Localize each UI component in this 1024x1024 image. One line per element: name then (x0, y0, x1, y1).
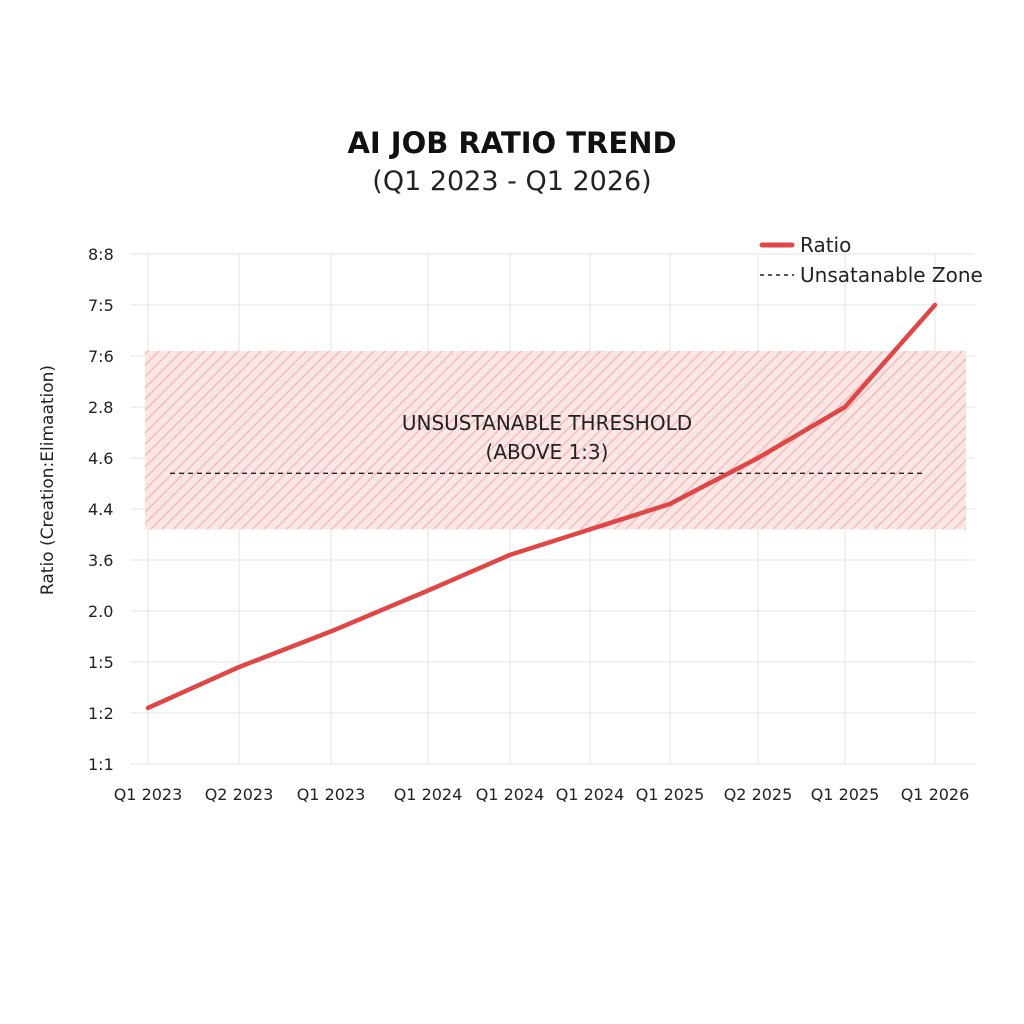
x-tick-label: Q1 2024 (476, 785, 545, 804)
y-tick-label: 7:6 (88, 347, 114, 366)
data-point (425, 588, 431, 593)
legend-label: Ratio (800, 233, 851, 257)
chart-title: AI JOB RATIO TREND (347, 126, 677, 160)
x-tick-label: Q1 2023 (297, 785, 366, 804)
data-point (145, 705, 151, 711)
y-tick-label: 1:5 (88, 653, 114, 672)
zone-band (145, 350, 966, 530)
series-line-ratio (145, 302, 938, 711)
y-tick-label: 4.6 (88, 449, 113, 468)
y-tick-label: 3.6 (88, 551, 113, 570)
data-point (932, 302, 938, 308)
x-tick-label: Q1 2023 (114, 785, 183, 804)
y-tick-label: 1:2 (88, 704, 114, 723)
x-tick-label: Q1 2026 (901, 785, 970, 804)
data-point (755, 455, 761, 461)
x-tick-label: Q1 2024 (394, 785, 463, 804)
y-tick-label: 4.4 (88, 500, 113, 519)
x-tick-label: Q1 2024 (556, 785, 625, 804)
x-tick-label: Q2 2023 (205, 785, 274, 804)
axis-labels: 1:1 1:2 1:5 2.0 3.6 4.4 4.6 2.8 7:6 7:5 8:8 Q1 2023… (38, 245, 969, 804)
x-tick-label: Q1 2025 (811, 785, 880, 804)
data-point (587, 527, 593, 532)
y-tick-label: 2.0 (88, 602, 113, 621)
unsustainable-zone: UNSUSTANABLE THRESHOLD (ABOVE 1:3) (145, 350, 966, 530)
legend: Ratio Unsatanable Zone (759, 233, 983, 287)
data-point (507, 552, 513, 558)
legend-label: Unsatanable Zone (800, 263, 983, 287)
y-axis-label: Ratio (Creation:Elimaation) (38, 365, 58, 595)
x-tick-label: Q2 2025 (724, 785, 793, 804)
zone-label-line2: (ABOVE 1:3) (486, 440, 609, 464)
data-point (236, 664, 242, 670)
data-point (667, 501, 673, 507)
chart-subtitle: (Q1 2023 - Q1 2026) (372, 166, 652, 197)
y-tick-label: 8:8 (88, 245, 114, 264)
data-point (842, 404, 848, 410)
y-tick-label: 7:5 (88, 296, 114, 315)
data-point (328, 629, 334, 634)
zone-label-line1: UNSUSTANABLE THRESHOLD (402, 411, 692, 435)
series-lines (145, 302, 938, 711)
y-tick-label: 2.8 (88, 398, 113, 417)
x-tick-label: Q1 2025 (636, 785, 705, 804)
y-tick-label: 1:1 (88, 755, 114, 774)
